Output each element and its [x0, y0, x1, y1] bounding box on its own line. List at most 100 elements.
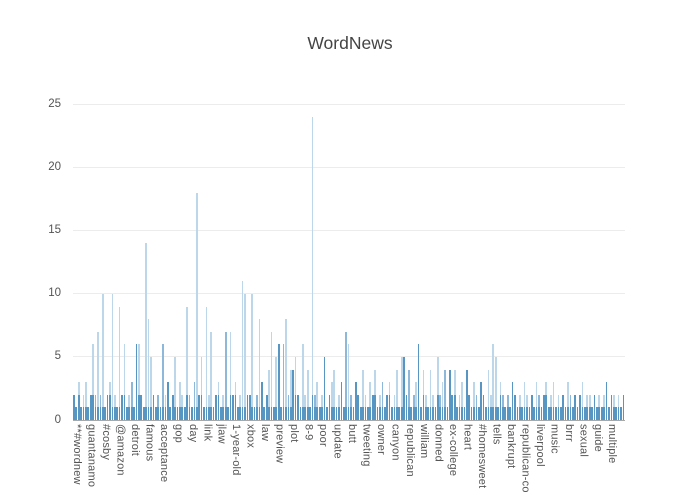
bar — [530, 394, 533, 420]
bar — [504, 407, 507, 420]
bar — [593, 394, 596, 420]
bar-base-segment — [502, 407, 504, 420]
bar — [241, 281, 244, 420]
bar-base-segment — [475, 407, 478, 420]
bar — [492, 344, 495, 420]
bar — [157, 394, 160, 420]
bar-base-segment — [195, 407, 198, 420]
bar — [528, 407, 531, 420]
bar — [99, 394, 102, 420]
bar — [159, 407, 162, 420]
bar — [280, 407, 282, 420]
bar — [162, 344, 164, 420]
bar — [588, 394, 591, 420]
bar — [277, 344, 280, 420]
bar — [101, 293, 104, 420]
bar — [598, 394, 601, 420]
x-axis-tick-label: brrr — [562, 424, 575, 442]
bar — [533, 407, 536, 420]
bar-base-segment — [186, 394, 188, 420]
bar-base-segment — [220, 407, 222, 420]
bar-base-segment — [181, 407, 184, 420]
bar — [89, 394, 92, 420]
bar — [261, 382, 263, 420]
x-axis-tick-label: tells — [490, 424, 503, 445]
bar — [118, 306, 121, 420]
x-axis-tick-label: republican — [403, 424, 416, 477]
bar-base-segment — [386, 394, 389, 420]
bar-base-segment — [87, 407, 90, 420]
bar — [333, 369, 336, 420]
bar-base-segment — [229, 394, 232, 420]
bar — [253, 407, 256, 420]
bar-base-segment — [608, 407, 610, 420]
bar — [535, 382, 538, 420]
bar — [475, 394, 478, 420]
bar-base-segment — [171, 394, 174, 420]
bar — [584, 407, 586, 420]
bar-base-segment — [154, 407, 157, 420]
bar — [326, 407, 328, 420]
bar — [263, 407, 266, 420]
bar — [135, 344, 138, 420]
bar-base-segment — [432, 407, 434, 420]
bar-base-segment — [191, 407, 193, 420]
bar — [526, 394, 528, 420]
bar-base-segment — [104, 407, 107, 420]
bar-base-segment — [446, 407, 449, 420]
bar — [410, 407, 413, 420]
bar-base-segment — [292, 369, 295, 420]
bar — [311, 117, 314, 420]
x-axis-tick-label: heart — [461, 424, 474, 451]
x-axis-tick-label: guantanamo — [85, 424, 98, 488]
plot-area — [73, 92, 625, 420]
bar-base-segment — [540, 407, 543, 420]
bar — [540, 407, 543, 420]
bar-base-segment — [347, 407, 350, 420]
bar-base-segment — [571, 407, 574, 420]
bar-base-segment — [311, 394, 314, 420]
bar — [434, 407, 437, 420]
bar — [432, 394, 434, 420]
bar-base-segment — [289, 407, 292, 420]
bar-base-segment — [335, 407, 338, 420]
bar — [473, 382, 475, 420]
bar-base-segment — [273, 407, 275, 420]
bar-base-segment — [420, 407, 422, 420]
bar-base-segment — [314, 407, 316, 420]
gridline-y-10 — [73, 292, 625, 294]
bar — [275, 356, 278, 420]
x-axis-tick-label: @amazon — [114, 424, 127, 476]
bar-base-segment — [369, 407, 372, 420]
y-axis-tick-label: 5 — [54, 350, 61, 363]
bar-base-segment — [451, 394, 454, 420]
bar — [439, 394, 442, 420]
bar-base-segment — [275, 407, 278, 420]
bar-base-segment — [593, 394, 596, 420]
bar-base-segment — [530, 394, 533, 420]
bar-base-segment — [285, 407, 287, 420]
bar-base-segment — [388, 394, 391, 420]
bar-base-segment — [200, 394, 203, 420]
bar — [403, 356, 405, 420]
x-axis-tick-labels: **#wordnew guantanamo #cosby @amazon detroit… — [73, 424, 633, 500]
bar — [251, 293, 254, 420]
bar-base-segment — [355, 382, 357, 420]
bar-base-segment — [330, 407, 333, 420]
bar-base-segment — [574, 394, 577, 420]
bar — [417, 344, 420, 420]
bar-base-segment — [617, 407, 620, 420]
bar — [415, 382, 417, 420]
bar — [220, 407, 222, 420]
bar — [106, 394, 109, 420]
bar — [270, 331, 273, 420]
bar — [538, 394, 540, 420]
bar — [480, 382, 483, 420]
y-axis-tick-label: 15 — [48, 224, 61, 237]
bar-base-segment — [487, 407, 490, 420]
bar-base-segment — [453, 394, 456, 420]
bar — [468, 394, 470, 420]
bar — [203, 407, 205, 420]
bar-base-segment — [302, 407, 304, 420]
bar — [386, 394, 389, 420]
